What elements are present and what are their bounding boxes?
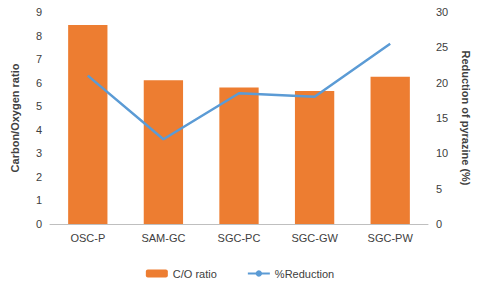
svg-text:5: 5 (436, 183, 442, 195)
svg-text:25: 25 (436, 41, 448, 53)
svg-text:3: 3 (36, 147, 42, 159)
svg-text:1: 1 (36, 194, 42, 206)
svg-text:6: 6 (36, 77, 42, 89)
svg-text:SAM-GC: SAM-GC (141, 232, 185, 244)
svg-text:Carbon/Oxygen ratio: Carbon/Oxygen ratio (9, 63, 21, 172)
svg-text:0: 0 (36, 218, 42, 230)
svg-text:2: 2 (36, 171, 42, 183)
svg-text:4: 4 (36, 124, 42, 136)
svg-text:SGC-GW: SGC-GW (291, 232, 338, 244)
svg-text:15: 15 (436, 112, 448, 124)
svg-text:10: 10 (436, 147, 448, 159)
svg-text:30: 30 (436, 6, 448, 18)
svg-text:8: 8 (36, 30, 42, 42)
svg-text:5: 5 (36, 100, 42, 112)
svg-text:%Reduction: %Reduction (275, 268, 334, 280)
svg-text:Reduction of pyrazine (%): Reduction of pyrazine (%) (460, 50, 472, 185)
svg-text:SGC-PW: SGC-PW (368, 232, 414, 244)
svg-text:OSC-P: OSC-P (70, 232, 105, 244)
svg-text:C/O ratio: C/O ratio (173, 268, 217, 280)
svg-text:SGC-PC: SGC-PC (218, 232, 261, 244)
svg-text:9: 9 (36, 6, 42, 18)
svg-text:7: 7 (36, 53, 42, 65)
svg-text:0: 0 (436, 218, 442, 230)
svg-text:20: 20 (436, 77, 448, 89)
